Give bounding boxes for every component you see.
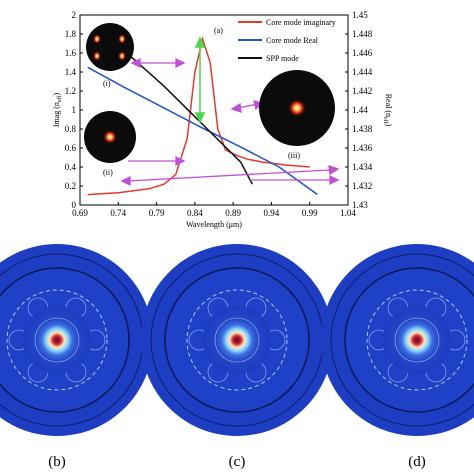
y-left-tick-label: 1.8 xyxy=(65,29,77,39)
x-tick-label: 0.74 xyxy=(110,208,126,218)
inset-mode-i xyxy=(86,23,134,71)
y-right-tick-label: 1.444 xyxy=(352,67,373,77)
legend-label-core-mode-real: Core mode Real xyxy=(266,36,319,45)
legend-label-core-mode-imaginary: Core mode imaginary xyxy=(266,18,336,27)
green-double-arrow xyxy=(194,36,206,124)
y-right-tick-label: 1.438 xyxy=(352,124,373,134)
x-tick-label: 0.94 xyxy=(264,208,280,218)
series-group xyxy=(87,35,318,196)
annotation-iii: (iii) xyxy=(288,151,300,160)
annotation-ii: (ii) xyxy=(103,168,113,177)
series-line-core-mode-imaginary xyxy=(87,35,310,196)
field-panels: (b) (c) (d) xyxy=(0,244,474,470)
y-axis-right-label: Real (neff) xyxy=(382,94,393,127)
y-left-tick-label: 1.6 xyxy=(65,48,77,58)
annotation-i: (i) xyxy=(103,79,111,88)
y-right-tick-label: 1.436 xyxy=(352,143,373,153)
panel-label: (c) xyxy=(229,454,246,470)
legend-label-spp-mode: SPP mode xyxy=(266,54,299,63)
inset-mode-iii xyxy=(259,70,335,146)
field-panel-2 xyxy=(141,244,333,436)
x-tick-label: 0.99 xyxy=(302,208,318,218)
y-axis-right: 1.43 1.432 1.434 1.436 1.438 1.44 1.442 1.444 1.… xyxy=(345,10,373,210)
y-left-tick-label: 0.8 xyxy=(65,124,77,134)
field-panel-3 xyxy=(321,244,474,436)
y-right-tick-label: 1.448 xyxy=(352,29,373,39)
y-right-tick-label: 1.432 xyxy=(352,181,372,191)
series-line-core-mode-real xyxy=(87,66,318,196)
y-left-tick-label: 1.4 xyxy=(65,67,77,77)
y-axis-left-label: Imag (neff) xyxy=(52,93,63,128)
y-left-tick-label: 0 xyxy=(72,200,77,210)
x-tick-label: 1.04 xyxy=(340,208,356,218)
panel-label-a: (a) xyxy=(214,26,223,35)
y-right-tick-label: 1.45 xyxy=(352,10,368,20)
y-axis-left: 0 0.2 0.4 0.6 0.8 1 1.2 1.4 1.6 1.8 2 xyxy=(65,10,83,210)
y-right-tick-label: 1.442 xyxy=(352,86,372,96)
y-left-tick-label: 0.2 xyxy=(65,181,76,191)
panel-label: (b) xyxy=(48,454,66,470)
y-left-tick-label: 0.6 xyxy=(65,143,77,153)
x-tick-label: 0.89 xyxy=(225,208,241,218)
series-line-spp-mode xyxy=(117,44,253,185)
y-right-tick-label: 1.44 xyxy=(352,105,368,115)
inset-mode-ii xyxy=(84,111,136,163)
y-left-tick-label: 1 xyxy=(72,105,77,115)
panel-label: (d) xyxy=(408,454,426,470)
y-left-tick-label: 2 xyxy=(72,10,77,20)
y-right-tick-label: 1.434 xyxy=(352,162,373,172)
x-tick-label: 0.69 xyxy=(72,208,88,218)
y-left-tick-label: 1.2 xyxy=(65,86,76,96)
x-tick-label: 0.84 xyxy=(187,208,203,218)
x-axis: 0.69 0.74 0.79 0.84 0.89 0.94 0.99 1.04 xyxy=(72,202,356,218)
field-panel-1 xyxy=(0,244,153,436)
y-right-tick-label: 1.43 xyxy=(352,200,368,210)
legend: Core mode imaginary Core mode Real SPP mod… xyxy=(238,18,336,63)
y-left-tick-label: 0.4 xyxy=(65,162,77,172)
x-axis-label: Wavelength (μm) xyxy=(186,220,242,229)
x-tick-label: 0.79 xyxy=(149,208,165,218)
y-right-tick-label: 1.446 xyxy=(352,48,373,58)
